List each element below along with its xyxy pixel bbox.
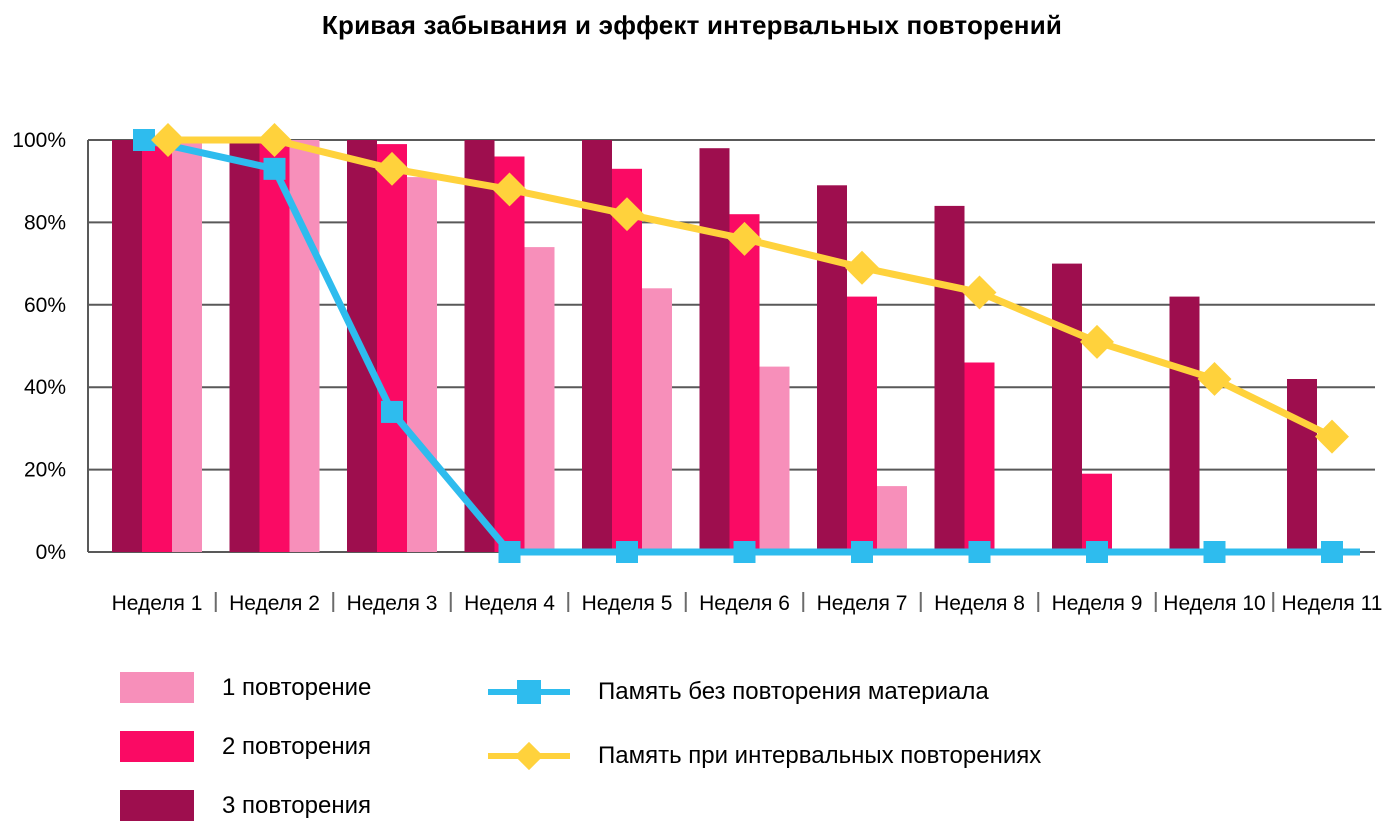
legend-label: 3 повторения — [222, 791, 372, 819]
bar-1 повторение-Неделя 3 — [407, 177, 437, 552]
bar-2 повторения-Неделя 8 — [964, 362, 995, 552]
bar-1 повторение-Неделя 1 — [172, 140, 202, 552]
diamond-marker-icon — [610, 197, 644, 232]
bar-2 повторения-Неделя 4 — [494, 156, 525, 552]
diamond-marker-icon — [1315, 419, 1349, 454]
legend-label: 2 повторения — [222, 732, 372, 760]
diamond-marker-icon — [1197, 361, 1232, 396]
bar-2 повторения-Неделя 6 — [729, 214, 760, 552]
legend-item-bar-2: 2 повторения — [120, 731, 371, 762]
diamond-marker-icon — [375, 151, 409, 186]
diamond-marker-icon — [727, 221, 762, 256]
x-axis-tick-label: Неделя 4 — [464, 592, 555, 615]
bar-2 повторения-Неделя 7 — [847, 296, 877, 552]
bar-1 повторение-Неделя 4 — [524, 247, 555, 552]
square-marker-icon — [263, 157, 286, 180]
x-axis-tick-label: Неделя 9 — [1052, 592, 1143, 615]
legend-swatch-dark-crimson-icon — [120, 790, 194, 821]
square-marker-icon — [133, 129, 155, 151]
diamond-marker-icon — [845, 250, 879, 285]
diamond-marker-icon — [962, 275, 997, 310]
legend-swatch-light-pink-icon — [120, 672, 194, 703]
y-axis-tick-label: 60% — [24, 294, 66, 317]
x-axis-tick-label: Неделя 11 — [1282, 592, 1383, 615]
square-marker-icon — [1086, 541, 1108, 563]
legend-item-line-blue: Память без повторения материала — [488, 676, 989, 708]
bar-3 повторения-Неделя 11 — [1287, 379, 1317, 552]
legend-label: 1 повторение — [222, 673, 372, 701]
y-axis-tick-label: 20% — [24, 459, 66, 482]
legend-item-line-yellow: Память при интервальных повторениях — [488, 740, 1041, 772]
x-axis-tick-label: Неделя 8 — [934, 592, 1025, 615]
x-axis-tick-label: Неделя 5 — [582, 592, 673, 615]
bar-3 повторения-Неделя 9 — [1052, 263, 1082, 552]
x-axis-tick-label: Неделя 7 — [817, 592, 908, 615]
legend-line-square-marker-icon — [488, 676, 570, 708]
bar-3 повторения-Неделя 4 — [464, 140, 495, 552]
bar-3 повторения-Неделя 8 — [934, 205, 965, 552]
y-axis-tick-label: 40% — [24, 376, 66, 399]
x-axis-tick-label: Неделя 2 — [229, 592, 320, 615]
legend-item-bar-3: 3 повторения — [120, 790, 371, 821]
chart-title: Кривая забывания и эффект интервальных п… — [321, 10, 1063, 40]
x-axis-tick-label: Неделя 1 — [112, 592, 203, 615]
bar-1 повторение-Неделя 5 — [642, 288, 672, 552]
x-axis-tick-label: Неделя 3 — [347, 592, 438, 615]
bar-1 повторение-Неделя 7 — [877, 486, 907, 552]
y-axis-tick-label: 100% — [12, 129, 66, 152]
diamond-marker-icon — [151, 123, 185, 157]
square-marker-icon — [1203, 541, 1226, 563]
bar-2 повторения-Неделя 5 — [612, 168, 642, 553]
square-marker-icon — [851, 541, 873, 563]
bar-2 повторения-Неделя 1 — [142, 140, 172, 552]
diamond-marker-icon — [492, 172, 527, 207]
legend-label: Память при интервальных повторениях — [598, 742, 1042, 769]
square-marker-icon — [498, 541, 521, 563]
legend-line-diamond-marker-icon — [488, 740, 570, 772]
y-axis-tick-label: 80% — [24, 211, 66, 234]
square-marker-icon — [381, 400, 403, 423]
bar-3 повторения-Неделя 2 — [229, 140, 260, 552]
bar-3 повторения-Неделя 1 — [112, 140, 142, 552]
y-axis-tick-label: 0% — [36, 541, 66, 564]
bar-2 повторения-Неделя 2 — [259, 140, 290, 552]
square-marker-icon — [616, 541, 638, 563]
bar-3 повторения-Неделя 6 — [699, 148, 730, 552]
bar-3 повторения-Неделя 5 — [582, 140, 612, 552]
diamond-marker-icon — [1080, 324, 1114, 359]
x-axis-tick-label: Неделя 10 — [1163, 592, 1265, 615]
line-square — [143, 136, 1360, 556]
bar-1 повторение-Неделя 6 — [759, 366, 790, 552]
x-axis-tick-label: Неделя 6 — [699, 592, 790, 615]
legend-item-bar-1: 1 повторение — [120, 672, 371, 703]
bar-3 повторения-Неделя 10 — [1169, 296, 1200, 552]
square-marker-icon — [968, 541, 991, 563]
bar-2 повторения-Неделя 9 — [1082, 473, 1112, 552]
bar-3 повторения-Неделя 7 — [817, 185, 847, 553]
legend-swatch-bright-pink-icon — [120, 731, 194, 762]
bar-2 повторения-Неделя 3 — [377, 144, 407, 552]
diamond-marker-icon — [257, 123, 292, 157]
legend-label: Память без повторения материала — [598, 678, 989, 705]
square-marker-icon — [733, 541, 756, 563]
square-marker-icon — [1321, 541, 1343, 563]
